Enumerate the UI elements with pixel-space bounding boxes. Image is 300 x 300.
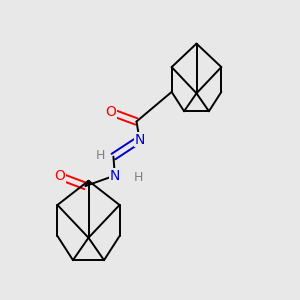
Text: H: H bbox=[96, 148, 106, 162]
Text: H: H bbox=[134, 171, 144, 184]
Text: N: N bbox=[134, 133, 145, 146]
Text: N: N bbox=[110, 169, 120, 182]
Text: O: O bbox=[55, 169, 65, 183]
Text: O: O bbox=[105, 105, 116, 119]
